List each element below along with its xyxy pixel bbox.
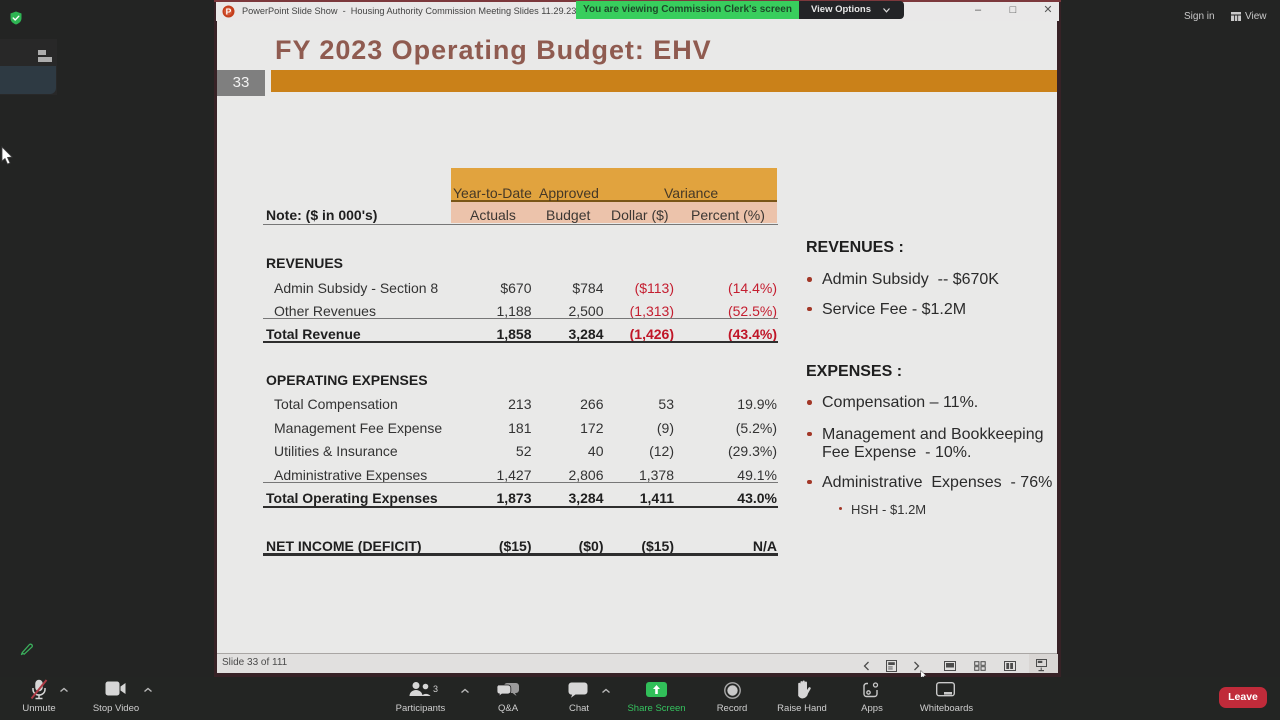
svg-text:P: P bbox=[226, 6, 232, 16]
svg-text:3: 3 bbox=[433, 684, 438, 694]
